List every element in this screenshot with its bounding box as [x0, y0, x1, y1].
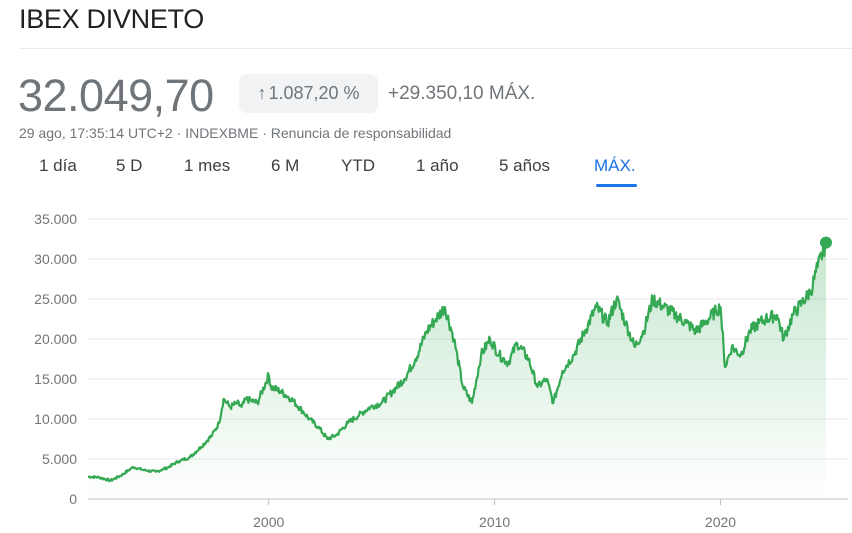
- x-tick-label: 2010: [479, 514, 510, 530]
- change-absolute: +29.350,10 MÁX.: [388, 83, 536, 104]
- y-tick-label: 25.000: [34, 291, 77, 307]
- tab-1-month[interactable]: 1 mes: [184, 156, 231, 175]
- tab-6-months[interactable]: 6 M: [271, 156, 300, 175]
- y-tick-label: 35.000: [34, 211, 77, 227]
- price-series-line: [87, 240, 828, 483]
- price-area-fill: [88, 241, 826, 499]
- last-price-marker: [820, 236, 832, 249]
- exchange-name: INDEXBME: [185, 125, 259, 141]
- change-percent: 1.087,20 %: [268, 83, 360, 103]
- tab-1-day[interactable]: 1 día: [39, 156, 77, 175]
- y-tick-label: 15.000: [34, 371, 77, 387]
- y-tick-label: 20.000: [34, 331, 77, 347]
- y-tick-label: 30.000: [34, 251, 77, 267]
- change-percent-badge: ↑ 1.087,20 %: [239, 74, 378, 113]
- disclaimer-link[interactable]: Renuncia de responsabilidad: [270, 125, 452, 141]
- timestamp: 29 ago, 17:35:14 UTC+2: [19, 125, 173, 141]
- tab-max[interactable]: MÁX.: [594, 156, 636, 175]
- tab-1-year[interactable]: 1 año: [416, 156, 459, 175]
- y-tick-label: 5.000: [42, 451, 77, 467]
- x-tick-label: 2020: [705, 514, 736, 530]
- y-tick-label: 0: [69, 491, 77, 507]
- arrow-up-icon: ↑: [257, 83, 267, 103]
- page-title: IBEX DIVNETO: [19, 4, 204, 34]
- tab-5-days[interactable]: 5 D: [116, 156, 143, 175]
- range-tabs: 1 día 5 D 1 mes 6 M YTD 1 año 5 años MÁX…: [0, 156, 852, 190]
- x-tick-label: 2000: [253, 514, 284, 530]
- tab-5-years[interactable]: 5 años: [499, 156, 551, 175]
- title-divider: [19, 48, 852, 49]
- y-tick-label: 10.000: [34, 411, 77, 427]
- active-tab-indicator: [596, 184, 637, 187]
- quote-meta: 29 ago, 17:35:14 UTC+2 · INDEXBME · Renu…: [19, 125, 452, 141]
- tab-ytd[interactable]: YTD: [341, 156, 375, 175]
- current-price: 32.049,70: [18, 70, 214, 121]
